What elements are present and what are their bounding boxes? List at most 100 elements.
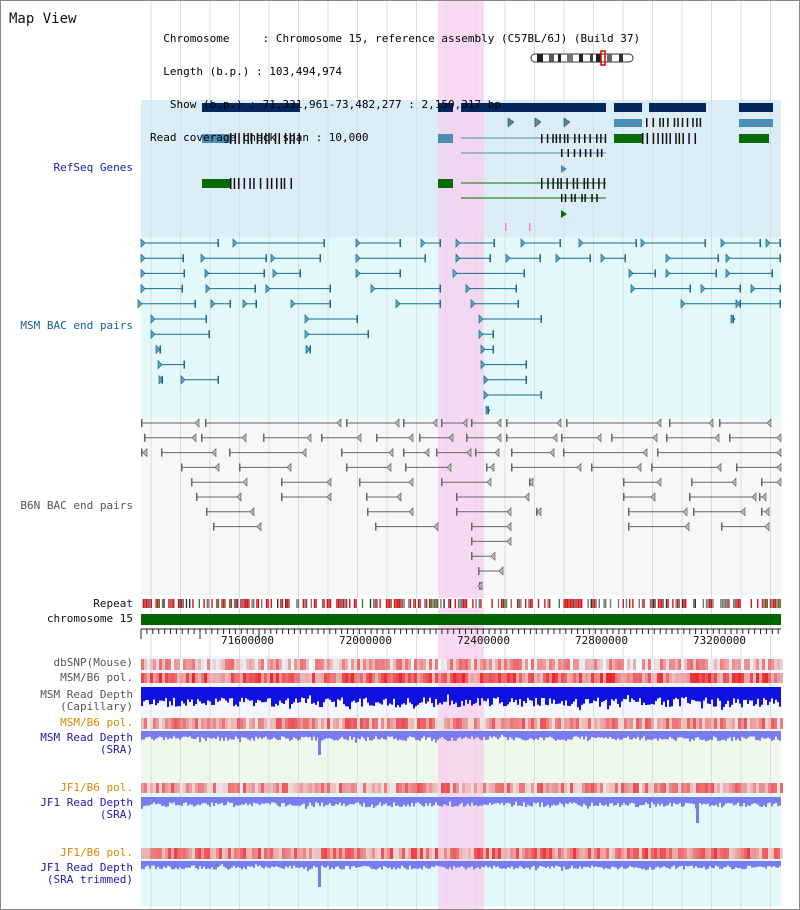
- repeat-element: [537, 599, 540, 608]
- gene-model[interactable]: [202, 134, 230, 143]
- depth-bar: [633, 731, 635, 738]
- depth-bar: [767, 731, 769, 738]
- polymorphism-cell: [291, 673, 294, 683]
- depth-bar: [537, 797, 539, 803]
- gene-model[interactable]: [438, 179, 453, 188]
- gene-model[interactable]: [739, 119, 773, 127]
- polymorphism-cell: [174, 783, 177, 793]
- b6n-bac-track-label[interactable]: B6N BAC end pairs: [20, 499, 133, 512]
- b6n-bac-end-pairs[interactable]: [141, 418, 782, 591]
- polymorphism-cell: [549, 718, 552, 729]
- depth-bar: [519, 731, 521, 739]
- polymorphism-cell: [537, 659, 540, 670]
- gene-model[interactable]: [614, 134, 642, 143]
- polymorphism-cell: [363, 673, 366, 683]
- polymorphism-cell: [369, 718, 372, 729]
- depth-bar: [481, 687, 483, 699]
- gene-model[interactable]: [438, 103, 453, 112]
- polymorphism-cell: [714, 848, 717, 859]
- depth-bar: [611, 687, 613, 700]
- repeat-element: [504, 599, 506, 608]
- depth-bar: [409, 687, 411, 703]
- depth-bar: [431, 797, 433, 807]
- gene-model[interactable]: [202, 103, 300, 112]
- repeat-element: [328, 599, 330, 608]
- gene-model[interactable]: [649, 103, 706, 112]
- depth-bar: [437, 687, 439, 705]
- polymorphism-cell: [681, 848, 684, 859]
- refseq-gene-models[interactable]: [202, 103, 773, 231]
- msm-bac-track-label[interactable]: MSM BAC end pairs: [20, 319, 133, 332]
- gene-model[interactable]: [614, 103, 642, 112]
- depth-bar: [675, 731, 677, 741]
- polymorphism-cell: [606, 718, 609, 729]
- depth-bar: [721, 861, 723, 870]
- depth-bar: [227, 687, 229, 703]
- polymorphism-cell: [597, 659, 600, 670]
- polymorphism-cell: [669, 673, 672, 683]
- depth-bar: [365, 687, 367, 698]
- bac-end-marker: [141, 419, 143, 427]
- depth-bar: [263, 861, 265, 869]
- polymorphism-cell: [480, 718, 483, 729]
- polymorphism-cell: [279, 848, 282, 859]
- depth-bar: [567, 861, 569, 870]
- polymorphism-cell: [153, 848, 156, 859]
- gene-model[interactable]: [202, 179, 230, 188]
- bac-end-marker: [720, 238, 726, 248]
- depth-bar: [415, 731, 417, 740]
- polymorphism-cell: [480, 659, 483, 670]
- polymorphism-cell: [165, 783, 168, 793]
- depth-bar: [409, 797, 411, 807]
- depth-bar: [497, 861, 499, 867]
- polymorphism-cell: [480, 848, 483, 859]
- depth-bar: [545, 797, 547, 807]
- bac-end-marker: [290, 298, 296, 309]
- depth-bar: [319, 797, 321, 807]
- bac-end-marker: [455, 238, 461, 248]
- depth-bar: [373, 731, 375, 740]
- polymorphism-cell: [201, 673, 204, 683]
- polymorphism-cell: [531, 848, 534, 859]
- polymorphism-cell: [630, 718, 633, 729]
- gene-model[interactable]: [461, 103, 606, 112]
- gene-model[interactable]: [438, 134, 453, 143]
- polymorphism-cell: [237, 718, 240, 729]
- polymorphism-cell: [489, 659, 492, 670]
- bac-end-marker: [525, 375, 527, 384]
- gene-model[interactable]: [739, 103, 773, 112]
- depth-bar: [673, 797, 675, 803]
- polymorphism-cell: [393, 673, 396, 683]
- bac-end-marker: [623, 478, 625, 487]
- depth-bar: [357, 797, 359, 803]
- depth-bar: [403, 797, 405, 805]
- depth-bar: [737, 861, 739, 869]
- depth-bar: [217, 687, 219, 702]
- depth-bar: [351, 797, 353, 805]
- polymorphism-cell: [171, 673, 174, 683]
- msm-bac-end-pairs[interactable]: [137, 238, 781, 416]
- bac-end-marker: [549, 447, 555, 458]
- depth-bar: [661, 687, 663, 705]
- bac-end-marker: [561, 433, 563, 442]
- bac-end-marker: [367, 507, 369, 516]
- chromosome-ideogram[interactable]: [530, 50, 634, 66]
- depth-bar: [357, 731, 359, 739]
- polymorphism-cell: [168, 673, 171, 683]
- gene-model[interactable]: [739, 134, 769, 143]
- depth-bar: [295, 731, 297, 739]
- refseq-track-label[interactable]: RefSeq Genes: [53, 161, 133, 174]
- polymorphism-cell: [309, 848, 312, 859]
- depth-bar: [337, 797, 339, 805]
- gene-model[interactable]: [614, 119, 642, 127]
- polymorphism-cell: [390, 848, 393, 859]
- polymorphism-cell: [561, 659, 564, 670]
- polymorphism-cell: [567, 673, 570, 683]
- polymorphism-cell: [699, 783, 702, 793]
- polymorphism-cell: [723, 673, 726, 683]
- polymorphism-cell: [423, 718, 426, 729]
- repeat-element: [150, 599, 152, 608]
- depth-bar: [463, 861, 465, 868]
- bac-end-marker: [725, 253, 731, 264]
